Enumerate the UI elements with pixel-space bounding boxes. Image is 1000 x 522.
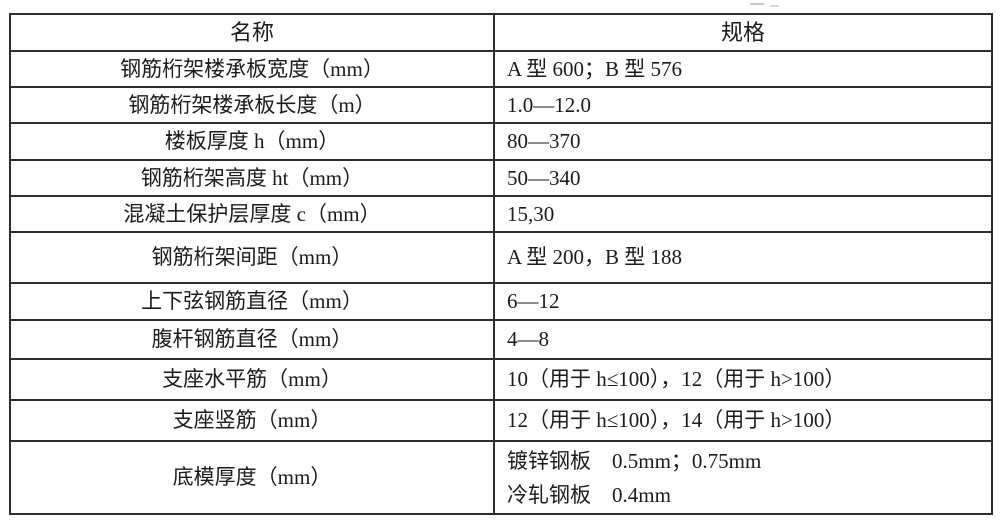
table-row: 混凝土保护层厚度 c（mm） 15,30 [9, 195, 993, 233]
column-header-name: 名称 [9, 13, 495, 52]
table-row: 钢筋桁架高度 ht（mm） 50—340 [9, 159, 993, 197]
row-spec-cell: 15,30 [493, 195, 993, 233]
row-name-cell: 腹杆钢筋直径（mm） [9, 319, 495, 360]
row-spec-cell: 12（用于 h≤100），14（用于 h>100） [493, 399, 993, 442]
row-spec-cell: 4—8 [493, 319, 993, 360]
row-spec-cell: 6—12 [493, 282, 993, 321]
column-header-spec: 规格 [493, 13, 993, 52]
spec-table: 名称 规格 钢筋桁架楼承板宽度（mm） A 型 600；B 型 576 钢筋桁架… [9, 13, 993, 515]
row-spec-cell: 10（用于 h≤100），12（用于 h>100） [493, 358, 993, 401]
row-name-cell: 钢筋桁架高度 ht（mm） [9, 159, 495, 197]
row-name-cell: 钢筋桁架间距（mm） [9, 231, 495, 284]
row-spec-cell: 50—340 [493, 159, 993, 197]
row-name-cell: 楼板厚度 h（mm） [9, 122, 495, 161]
header-row: 名称 规格 [9, 13, 993, 52]
row-spec-cell: 1.0—12.0 [493, 86, 993, 124]
table-row: 上下弦钢筋直径（mm） 6—12 [9, 282, 993, 321]
table-row: 楼板厚度 h（mm） 80—370 [9, 122, 993, 161]
table-row: 支座竖筋（mm） 12（用于 h≤100），14（用于 h>100） [9, 399, 993, 442]
row-name-cell: 底模厚度（mm） [9, 440, 495, 515]
table-row: 钢筋桁架间距（mm） A 型 200，B 型 188 [9, 231, 993, 284]
row-spec-cell: A 型 200，B 型 188 [493, 231, 993, 284]
table-row: 底模厚度（mm） 镀锌钢板 0.5mm；0.75mm 冷轧钢板 0.4mm [9, 440, 993, 515]
spec-line-2: 冷轧钢板 0.4mm [507, 482, 671, 507]
row-spec-cell: A 型 600；B 型 576 [493, 50, 993, 88]
row-name-cell: 钢筋桁架楼承板宽度（mm） [9, 50, 495, 88]
table-row: 钢筋桁架楼承板宽度（mm） A 型 600；B 型 576 [9, 50, 993, 88]
row-spec-cell: 80—370 [493, 122, 993, 161]
table-row: 支座水平筋（mm） 10（用于 h≤100），12（用于 h>100） [9, 358, 993, 401]
row-spec-cell: 镀锌钢板 0.5mm；0.75mm 冷轧钢板 0.4mm [493, 440, 993, 515]
spec-line-1: 镀锌钢板 0.5mm；0.75mm [507, 448, 762, 473]
row-name-cell: 钢筋桁架楼承板长度（m） [9, 86, 495, 124]
row-name-cell: 上下弦钢筋直径（mm） [9, 282, 495, 321]
row-name-cell: 支座水平筋（mm） [9, 358, 495, 401]
scan-smudge [750, 3, 764, 5]
row-name-cell: 混凝土保护层厚度 c（mm） [9, 195, 495, 233]
scan-smudge [770, 5, 779, 7]
table-row: 钢筋桁架楼承板长度（m） 1.0—12.0 [9, 86, 993, 124]
row-name-cell: 支座竖筋（mm） [9, 399, 495, 442]
table-row: 腹杆钢筋直径（mm） 4—8 [9, 319, 993, 360]
